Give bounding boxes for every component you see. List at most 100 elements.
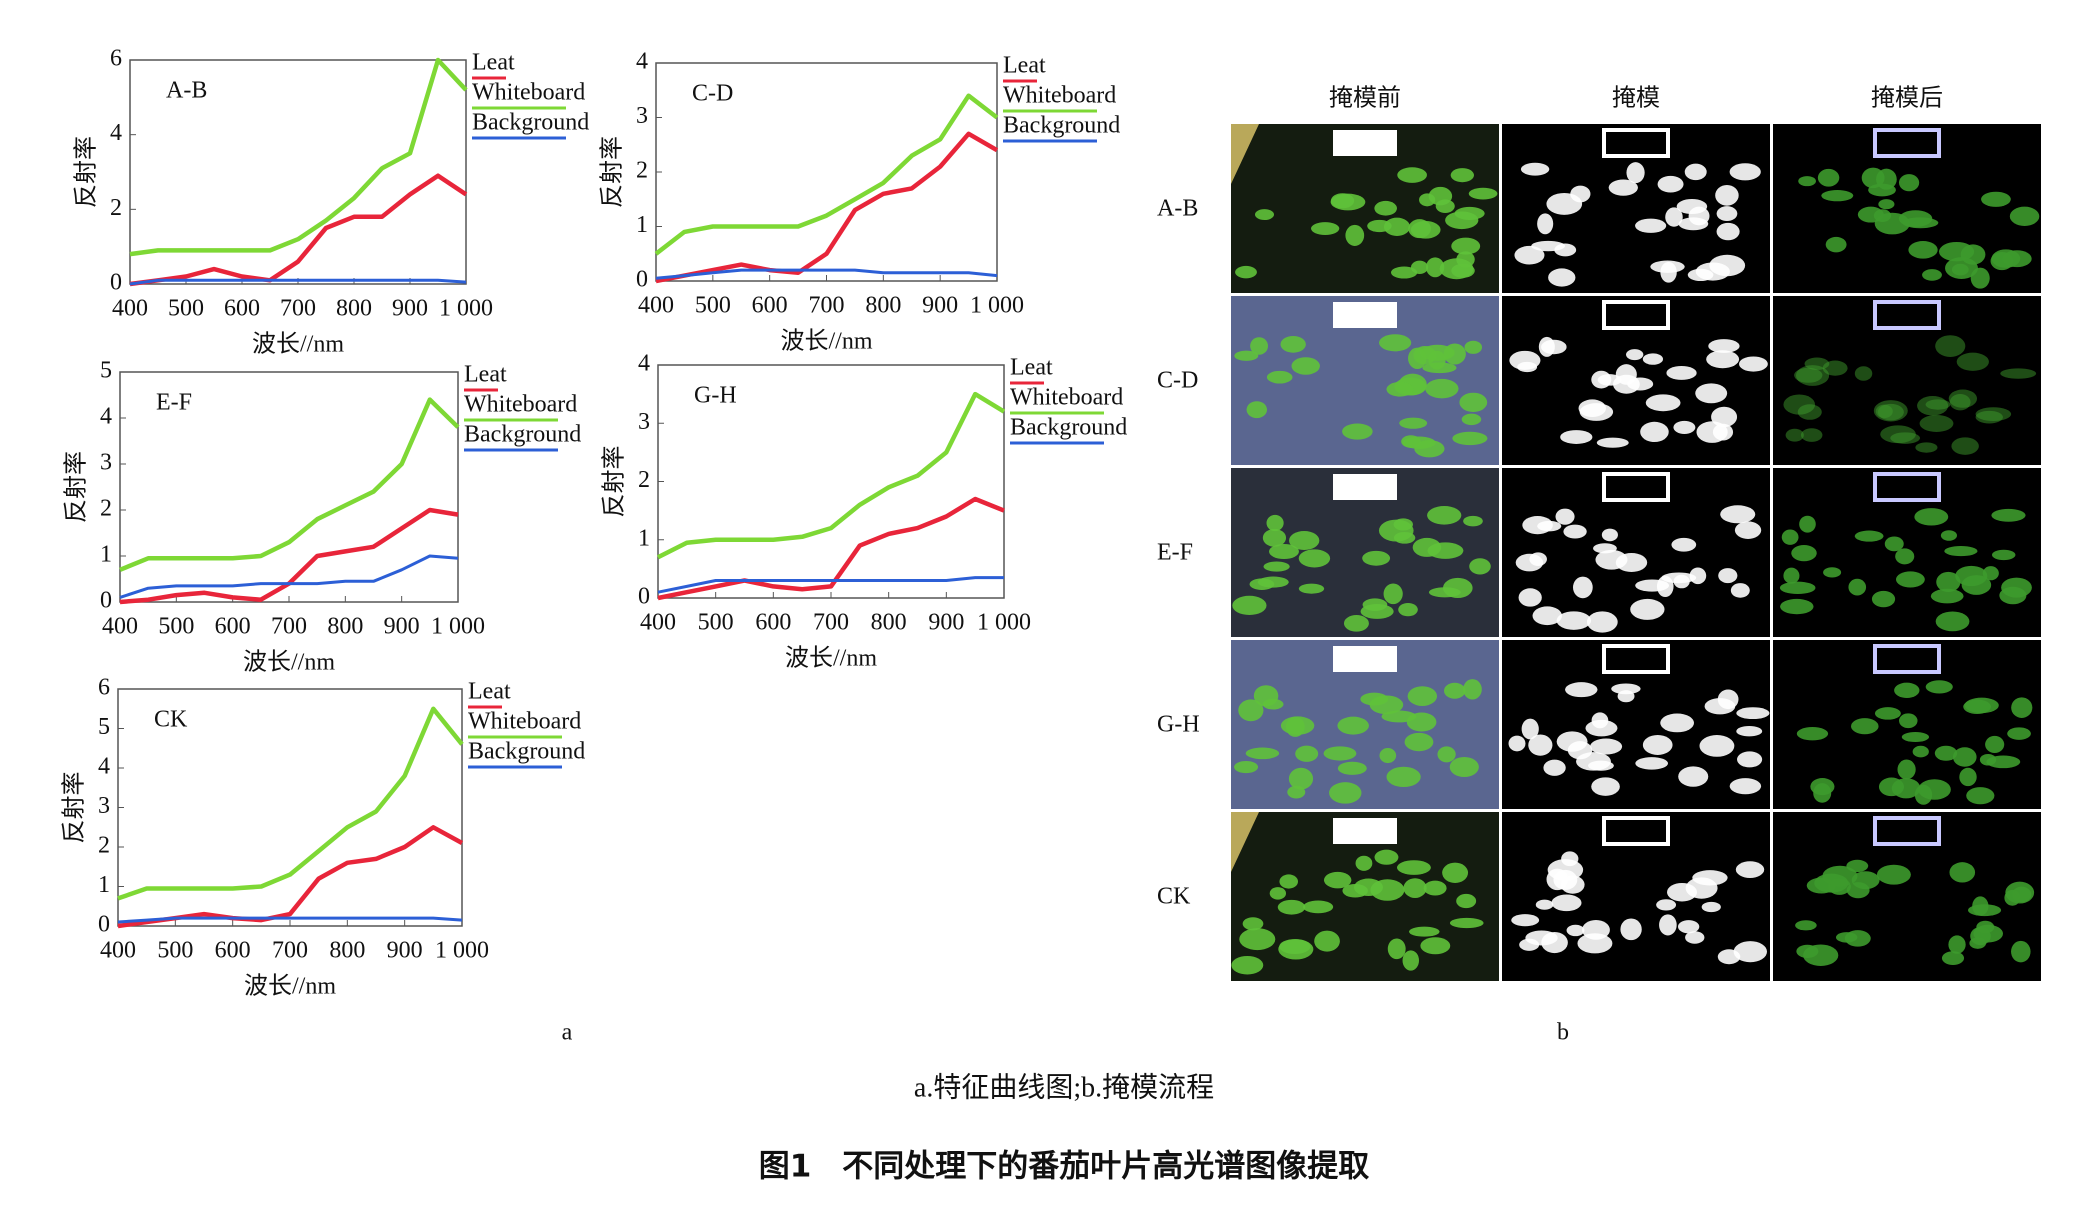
- leaf: [1342, 423, 1373, 440]
- leaf: [1821, 190, 1854, 202]
- leaf: [1783, 394, 1816, 415]
- whiteboard: [1333, 302, 1397, 328]
- y-axis-label: 反射率: [61, 772, 88, 844]
- leaf: [1266, 514, 1284, 532]
- series-line: [656, 391, 1006, 560]
- leaf: [1871, 590, 1896, 608]
- leaf: [1712, 423, 1734, 441]
- legend-label: Whiteboard: [1003, 83, 1116, 109]
- series-line: [657, 496, 1005, 601]
- leaf: [1234, 760, 1259, 774]
- leaf: [1635, 218, 1667, 233]
- leaf: [1915, 442, 1938, 453]
- leaf: [1289, 530, 1320, 550]
- leaf: [1660, 713, 1695, 733]
- leaf: [2007, 727, 2031, 740]
- leaf: [1667, 882, 1698, 902]
- y-tick-label: 4: [100, 404, 112, 430]
- leaf: [1976, 920, 1995, 934]
- row-label: C-D: [1157, 368, 1198, 394]
- leaf: [1235, 265, 1257, 279]
- leaf: [1940, 530, 1958, 541]
- leaf: [1515, 553, 1544, 572]
- leaf: [1803, 944, 1839, 966]
- leaf: [1665, 207, 1683, 227]
- y-axis-label: 反射率: [73, 136, 100, 208]
- x-tick-label: 900: [387, 938, 423, 964]
- leaf: [1875, 404, 1893, 419]
- x-tick-label: 500: [168, 296, 204, 322]
- leaf: [1551, 894, 1582, 912]
- leaf: [2011, 697, 2033, 718]
- leaf: [1245, 747, 1280, 760]
- leaf: [1617, 690, 1635, 703]
- leaf: [1528, 734, 1553, 756]
- series-line: [119, 397, 460, 572]
- leaf: [1966, 787, 1995, 805]
- image-cell: [1502, 124, 1770, 293]
- leaf: [1735, 861, 1765, 878]
- caption: a.特征曲线图;b.掩模流程: [914, 1071, 1214, 1103]
- whiteboard: [1873, 300, 1941, 330]
- leaf: [1337, 761, 1367, 775]
- leaf: [1781, 529, 1799, 545]
- leaf: [1399, 417, 1428, 429]
- leaf: [1461, 413, 1482, 426]
- x-tick-label: 800: [336, 296, 372, 322]
- leaf: [1386, 766, 1421, 788]
- image-background: [1502, 640, 1770, 809]
- leaf: [1427, 505, 1462, 525]
- y-tick-label: 6: [98, 675, 110, 701]
- image-cell: [1773, 468, 2041, 637]
- leaf: [1469, 558, 1491, 575]
- series-line: [117, 706, 464, 901]
- leaf: [1650, 260, 1685, 273]
- leaf: [1715, 184, 1739, 206]
- leaf: [1895, 571, 1925, 588]
- leaf: [1266, 370, 1293, 384]
- leaf: [2011, 940, 2031, 963]
- leaf: [1895, 548, 1915, 565]
- whiteboard: [1333, 646, 1397, 672]
- leaf: [1876, 864, 1911, 885]
- x-tick-label: 600: [752, 293, 788, 319]
- leaf: [1521, 718, 1539, 740]
- leaf: [1901, 731, 1930, 743]
- leaf: [1898, 210, 1933, 227]
- leaf: [1459, 392, 1488, 413]
- image-cell: [1773, 124, 2041, 293]
- leaf: [1591, 777, 1620, 796]
- leaf: [1435, 199, 1455, 213]
- leaf: [1925, 399, 1951, 410]
- leaf: [1437, 746, 1456, 763]
- leaf: [1362, 550, 1391, 566]
- leaf: [1733, 941, 1767, 963]
- y-tick-label: 3: [638, 409, 650, 435]
- y-tick-label: 3: [636, 103, 648, 129]
- leaf: [1452, 431, 1488, 446]
- leaf: [1329, 782, 1362, 804]
- y-tick-label: 0: [98, 912, 110, 938]
- leaf: [1565, 682, 1598, 698]
- leaf: [1596, 437, 1629, 448]
- y-tick-label: 0: [100, 588, 112, 614]
- leaf: [1736, 725, 1763, 737]
- leaf: [1730, 583, 1750, 598]
- leaf: [1556, 611, 1592, 630]
- leaf: [1572, 576, 1593, 599]
- leaf: [1246, 401, 1268, 419]
- leaf: [1848, 578, 1867, 596]
- leaf: [1935, 611, 1970, 632]
- x-tick-label: 800: [871, 610, 907, 636]
- leaf: [2009, 206, 2040, 226]
- leaf: [1677, 920, 1700, 934]
- image-cell: [1231, 640, 1499, 809]
- image-cell: [1773, 812, 2041, 981]
- series-line: [119, 507, 459, 605]
- y-tick-label: 5: [100, 358, 112, 384]
- leaf: [1846, 882, 1870, 899]
- x-tick-label: 400: [102, 614, 138, 640]
- leaf: [1835, 932, 1858, 943]
- leaf: [1537, 213, 1554, 235]
- leaf: [1949, 862, 1976, 883]
